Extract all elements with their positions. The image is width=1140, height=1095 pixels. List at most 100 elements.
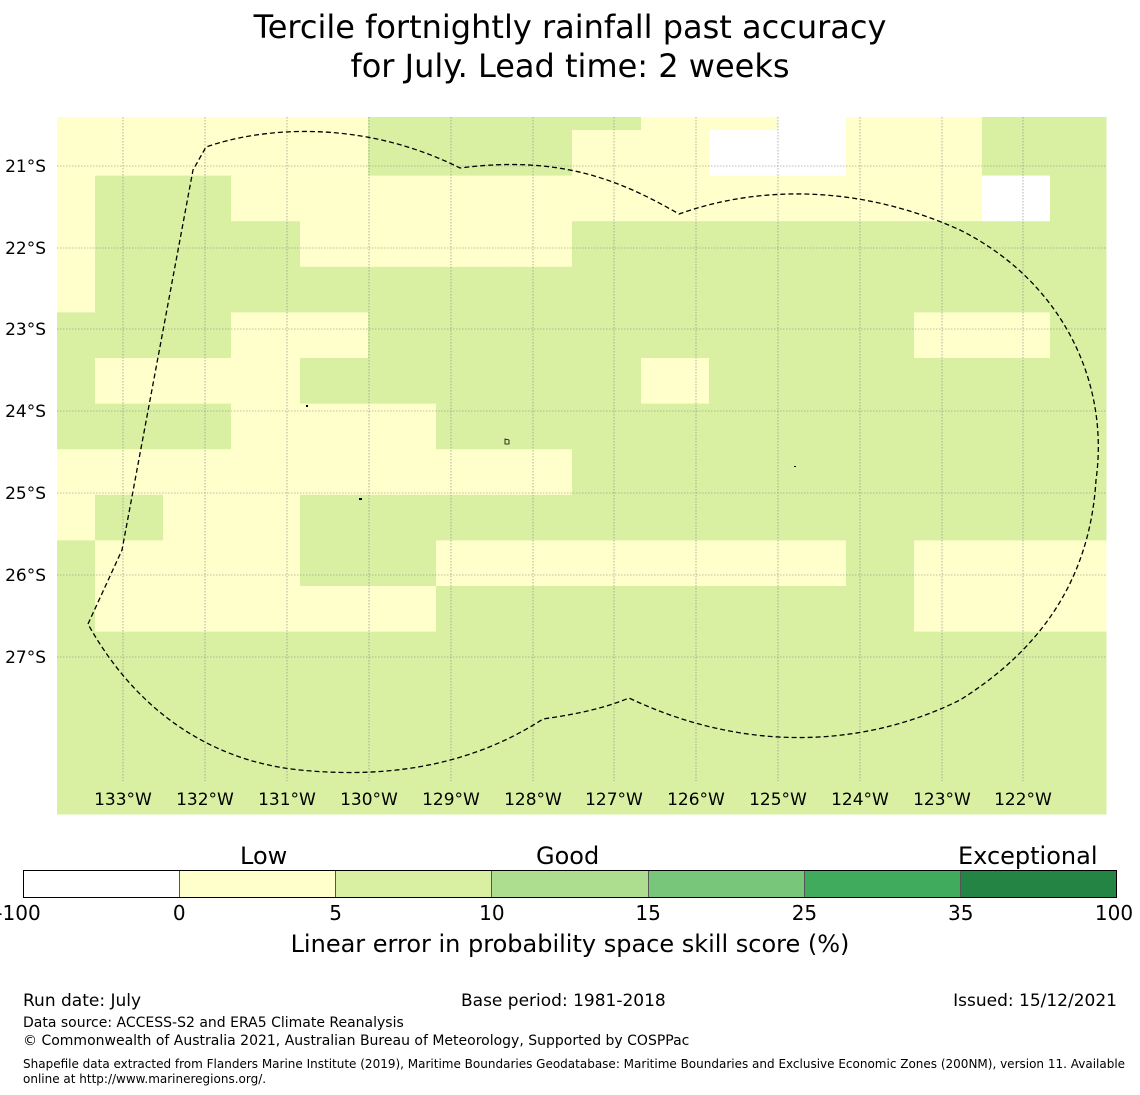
grid-cell: [504, 312, 573, 359]
grid-cell: [163, 722, 232, 769]
colorbar-segment: [960, 871, 1116, 897]
grid-cell: [982, 540, 1051, 587]
grid-cell: [300, 266, 369, 313]
grid-cell: [572, 722, 642, 769]
grid-cell: [163, 494, 232, 541]
grid-cell: [982, 631, 1051, 678]
grid-cell: [709, 449, 779, 496]
grid-cell: [504, 117, 573, 131]
grid-cell: [572, 312, 642, 359]
grid-cell: [163, 130, 232, 177]
longitude-labels: 133°W 132°W 131°W 130°W 129°W 128°W 127°W 126°W…: [94, 790, 1052, 810]
grid-cell: [436, 631, 505, 678]
grid-cell: [95, 221, 164, 268]
longitude-label: 122°W: [994, 790, 1052, 810]
grid-cell: [982, 358, 1051, 405]
grid-cell: [709, 130, 779, 177]
colorbar-segment: [24, 871, 181, 897]
grid-cell: [709, 677, 779, 724]
grid-cell: [504, 494, 573, 541]
grid-cell: [778, 117, 847, 131]
grid-cell: [914, 175, 983, 222]
colorbar-tick-label: 100: [1094, 901, 1134, 925]
grid-cell: [1050, 266, 1107, 313]
grid-cell: [504, 540, 573, 587]
grid-cell: [572, 221, 642, 268]
grid-cell: [300, 631, 369, 678]
grid-cell: [57, 117, 96, 131]
grid-cell: [914, 631, 983, 678]
grid-cell: [778, 768, 847, 782]
grid-cell: [95, 312, 164, 359]
grid-cell: [95, 677, 164, 724]
grid-cell: [57, 449, 96, 496]
grid-cell: [1050, 130, 1107, 177]
grid-cell: [914, 130, 983, 177]
colorbar-tick-label: 5: [329, 901, 342, 925]
grid-cell: [436, 312, 505, 359]
grid-cell: [709, 403, 779, 450]
base-period: Base period: 1981-2018: [461, 991, 666, 1011]
grid-cell: [300, 358, 369, 405]
grid-cell: [914, 677, 983, 724]
grid-cell: [982, 586, 1051, 633]
longitude-label: 127°W: [585, 790, 643, 810]
latitude-label: 22°S: [5, 239, 46, 259]
grid-cell: [846, 312, 915, 359]
grid-cell: [778, 631, 847, 678]
grid-cell: [368, 403, 437, 450]
grid-cell: [1050, 312, 1107, 359]
grid-cell: [163, 221, 232, 268]
grid-cell: [709, 312, 779, 359]
grid-cell: [846, 494, 915, 541]
grid-cell: [778, 540, 847, 587]
grid-cell: [778, 677, 847, 724]
grid-cell: [778, 175, 847, 222]
grid-cell: [231, 540, 301, 587]
island-outline: [504, 438, 510, 445]
grid-cell: [368, 586, 437, 633]
grid-cell: [57, 358, 96, 405]
grid-cell: [846, 221, 915, 268]
map-title-line-2: for July. Lead time: 2 weeks: [350, 47, 790, 85]
colorbar-tick-label: 15: [635, 901, 661, 925]
grid-cell: [368, 130, 437, 177]
grid-cell: [709, 117, 779, 131]
grid-cell: [231, 266, 301, 313]
grid-cell: [163, 358, 232, 405]
grid-cell: [572, 540, 642, 587]
grid-cell: [982, 494, 1051, 541]
grid-cell: [436, 358, 505, 405]
grid-cell: [572, 494, 642, 541]
grid-cell: [504, 175, 573, 222]
grid-cell: [641, 358, 710, 405]
grid-cell: [95, 540, 164, 587]
grid-cell: [778, 494, 847, 541]
island-dot: [794, 466, 796, 467]
grid-cell: [572, 117, 642, 131]
data-source: Data source: ACCESS-S2 and ERA5 Climate …: [23, 1015, 404, 1031]
grid-cell: [57, 677, 96, 724]
grid-cell: [163, 403, 232, 450]
grid-cell: [300, 221, 369, 268]
longitude-label: 132°W: [176, 790, 234, 810]
grid-cell: [846, 677, 915, 724]
grid-cell: [1050, 677, 1107, 724]
grid-cell: [300, 130, 369, 177]
grid-cell: [163, 540, 232, 587]
latitude-labels: 21°S 22°S 23°S 24°S 25°S 26°S 27°S: [5, 157, 46, 668]
grid-cell: [504, 221, 573, 268]
grid-cell: [914, 494, 983, 541]
grid-cell: [163, 631, 232, 678]
issued-date: Issued: 15/12/2021: [953, 991, 1117, 1011]
colorbar-heading-exceptional: Exceptional: [958, 842, 1098, 870]
grid-cell: [300, 175, 369, 222]
longitude-label: 128°W: [504, 790, 562, 810]
longitude-label: 131°W: [258, 790, 316, 810]
grid-cell: [504, 722, 573, 769]
grid-cell: [163, 768, 232, 782]
grid-cell: [436, 221, 505, 268]
grid-cell: [95, 130, 164, 177]
grid-cell: [914, 768, 983, 782]
grid-cell: [300, 403, 369, 450]
